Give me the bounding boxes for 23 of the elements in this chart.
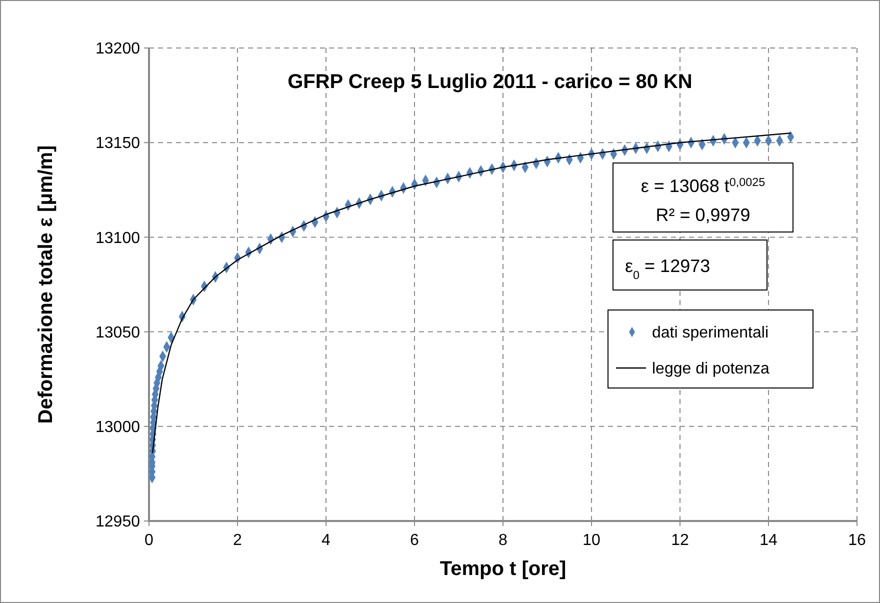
y-tick-label: 13050	[96, 324, 140, 342]
y-tick-label: 13200	[96, 40, 140, 58]
x-axis-title: Tempo t [ore]	[440, 558, 566, 580]
y-axis-title: Deformazione totale ε [μm/m]	[35, 145, 57, 424]
x-tick-label: 0	[144, 532, 154, 549]
y-tick-label: 13000	[96, 419, 140, 436]
annotation: R² = 0,9979	[656, 205, 750, 225]
legend-label: dati sperimentali	[652, 324, 768, 342]
x-tick-label: 16	[848, 532, 866, 549]
y-tick-label: 12950	[96, 514, 140, 531]
annotation: ε = 13068 t$^{0,0025}$	[640, 176, 766, 196]
text: GFRP Creep 5 Luglio 2011 - carico = 80 KN	[288, 71, 692, 93]
y-tick-label: 13150	[96, 135, 140, 152]
x-tick-label: 4	[322, 532, 331, 549]
y-tick-label: 13100	[96, 230, 140, 247]
x-tick-label: 8	[498, 532, 508, 549]
legend-label: legge di potenza	[652, 360, 770, 378]
annotation: ε$_{0}$ = 12973	[625, 256, 710, 282]
x-tick-label: 12	[671, 532, 689, 549]
x-tick-label: 10	[582, 532, 600, 549]
x-tick-label: 14	[760, 532, 778, 549]
x-tick-label: 2	[233, 532, 242, 549]
x-tick-label: 6	[410, 532, 420, 549]
